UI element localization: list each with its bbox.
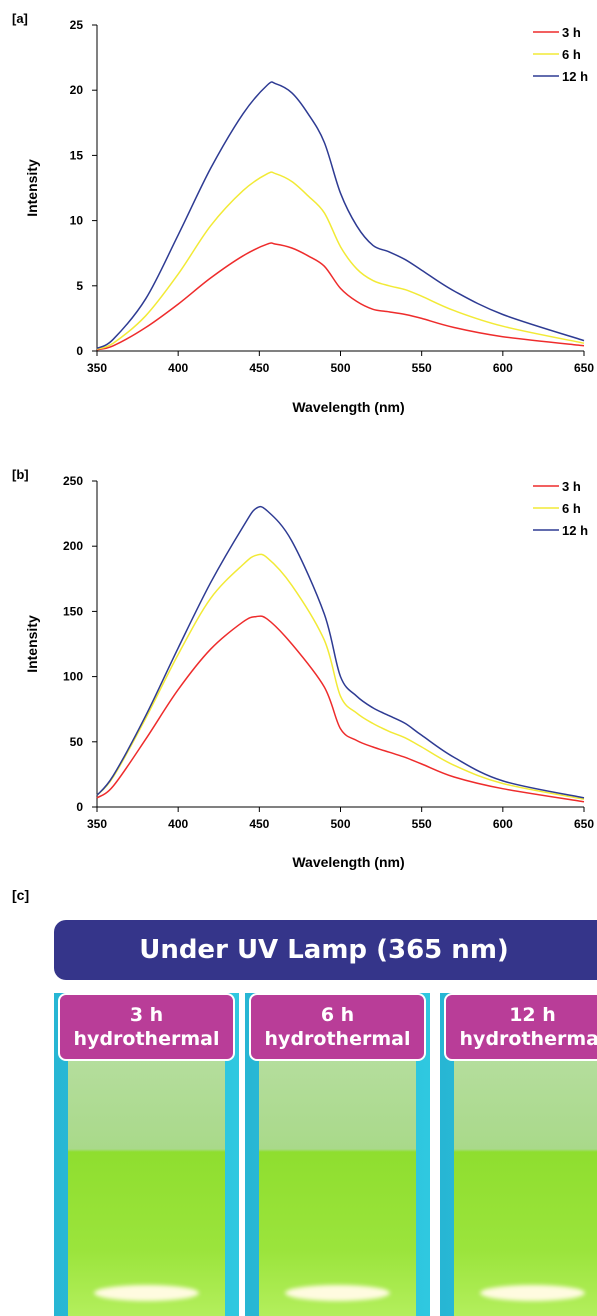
panel-label: [a] — [12, 11, 28, 26]
vial-time: 3 h — [129, 1004, 164, 1026]
uv-photo-panel: [c] Under UV Lamp (365 nm) 3 h hydrother… — [0, 875, 597, 1316]
legend-label: 6 h — [562, 501, 581, 516]
x-axis-label: Wavelength (nm) — [292, 399, 404, 415]
x-tick-label: 450 — [249, 817, 269, 831]
vial-time: 12 h — [509, 1004, 556, 1026]
chart-b: [b] 0 50 100 150 200 250 350 400 450 500 550 600 650 W… — [12, 467, 594, 870]
legend-label: 12 h — [562, 69, 588, 84]
legend-label: 6 h — [562, 47, 581, 62]
vial-method: hydrothermal — [459, 1028, 597, 1050]
y-tick-label: 15 — [70, 148, 84, 162]
vial-glow — [285, 1285, 390, 1301]
y-tick-label: 50 — [70, 735, 84, 749]
y-axis-label: Intensity — [24, 615, 40, 673]
legend-label: 3 h — [562, 25, 581, 40]
vial-glow — [480, 1285, 585, 1301]
vial-glow — [94, 1285, 199, 1301]
vial-time: 6 h — [320, 1004, 355, 1026]
y-tick-label: 5 — [76, 279, 83, 293]
series-line-12h — [96, 505, 585, 799]
x-tick-label: 350 — [87, 361, 107, 375]
uv-lamp-banner: Under UV Lamp (365 nm) — [54, 920, 597, 980]
legend-label: 12 h — [562, 523, 588, 538]
vial-liquid — [68, 1033, 225, 1316]
panel-label: [b] — [12, 467, 29, 482]
series-line-6h — [96, 553, 585, 800]
vial-6h: 6 h hydrothermal — [245, 993, 430, 1316]
vial-3h: 3 h hydrothermal — [54, 993, 239, 1316]
vial-12h: 12 h hydrothermal — [440, 993, 597, 1316]
vial-method: hydrothermal — [73, 1028, 220, 1050]
series-line-12h — [96, 81, 585, 350]
series-line-6h — [96, 171, 585, 350]
x-tick-label: 650 — [574, 817, 594, 831]
x-tick-label: 500 — [330, 817, 350, 831]
series-line-3h — [96, 615, 585, 803]
y-tick-label: 0 — [76, 344, 83, 358]
x-tick-label: 400 — [168, 817, 188, 831]
x-tick-label: 550 — [412, 361, 432, 375]
x-axis-label: Wavelength (nm) — [292, 854, 404, 870]
x-tick-label: 550 — [412, 817, 432, 831]
vial-tag: 6 h hydrothermal — [249, 993, 426, 1061]
vial-tag: 12 h hydrothermal — [444, 993, 597, 1061]
x-tick-label: 500 — [330, 361, 350, 375]
vial-tag: 3 h hydrothermal — [58, 993, 235, 1061]
vial-liquid — [454, 1033, 597, 1316]
x-tick-label: 350 — [87, 817, 107, 831]
x-tick-label: 400 — [168, 361, 188, 375]
y-tick-label: 0 — [76, 800, 83, 814]
legend-label: 3 h — [562, 479, 581, 494]
vial-liquid — [259, 1033, 416, 1316]
series-line-3h — [96, 242, 585, 351]
y-tick-label: 150 — [63, 604, 83, 618]
y-tick-label: 200 — [63, 539, 83, 553]
y-tick-label: 100 — [63, 670, 83, 684]
vial-method: hydrothermal — [264, 1028, 411, 1050]
x-tick-label: 450 — [249, 361, 269, 375]
y-axis-label: Intensity — [24, 159, 40, 217]
y-tick-label: 250 — [63, 474, 83, 488]
y-tick-label: 20 — [70, 83, 84, 97]
chart-a: [a] 0 5 10 15 20 25 350 400 450 500 550 600 650 Wavele… — [12, 11, 594, 415]
panel-label-c: [c] — [12, 887, 30, 903]
x-tick-label: 650 — [574, 361, 594, 375]
x-tick-label: 600 — [493, 817, 513, 831]
y-tick-label: 10 — [70, 214, 84, 228]
x-tick-label: 600 — [493, 361, 513, 375]
y-tick-label: 25 — [70, 18, 84, 32]
